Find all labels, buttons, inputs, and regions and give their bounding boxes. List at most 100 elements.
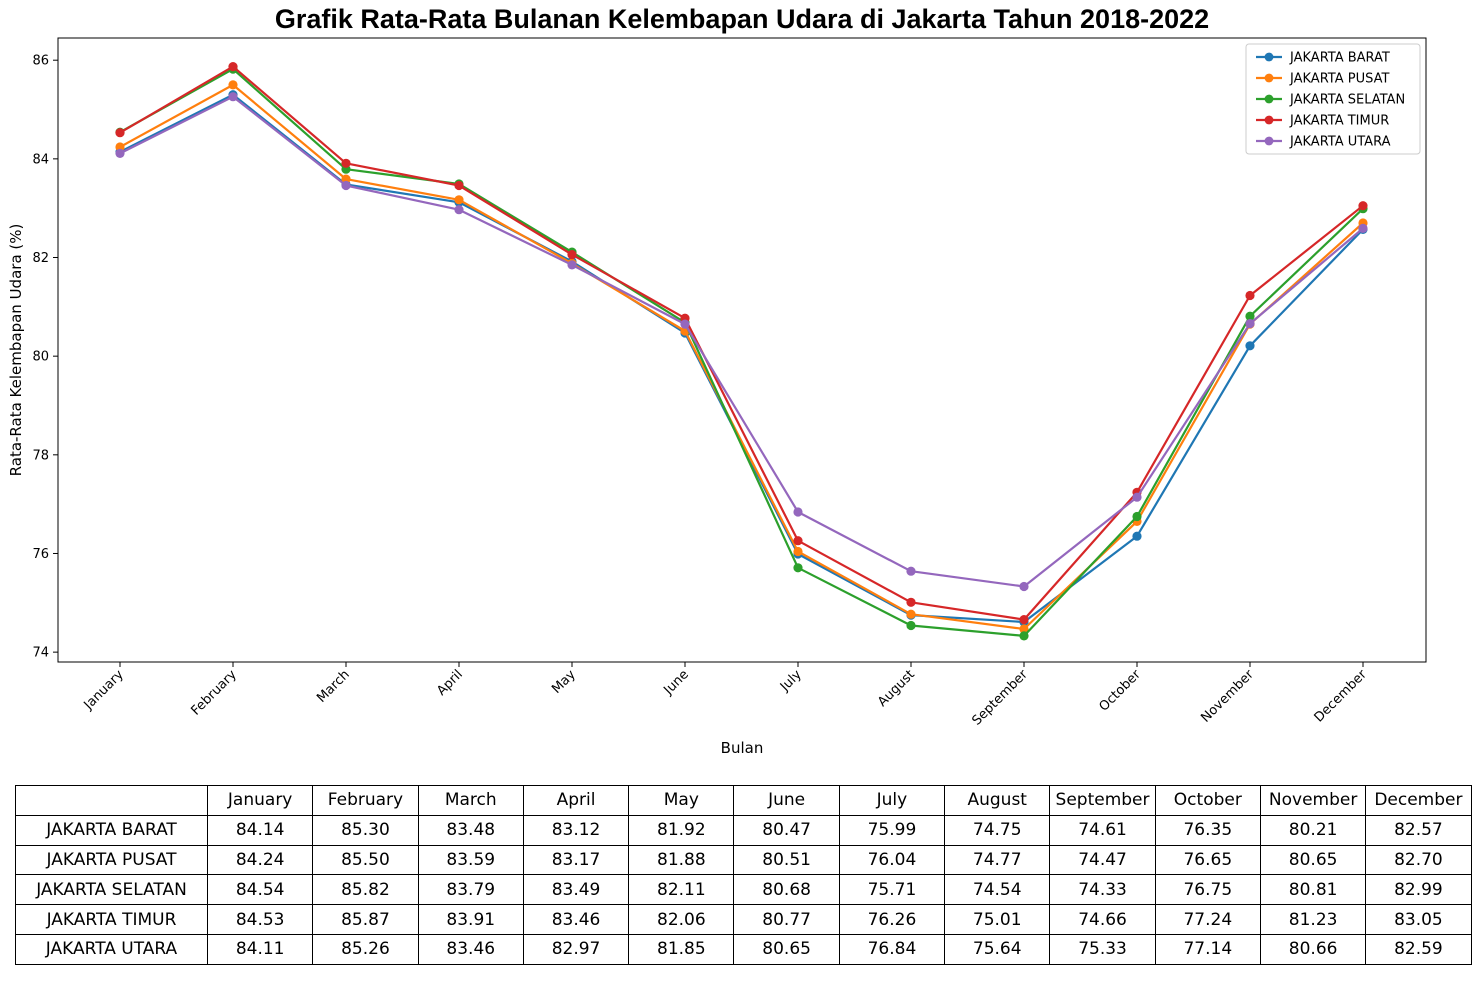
table-cell: 85.87 xyxy=(312,904,419,935)
table-cell: 76.65 xyxy=(1154,844,1261,876)
data-point xyxy=(341,158,351,168)
data-point xyxy=(228,92,238,102)
legend-marker xyxy=(1264,73,1274,83)
table-cell: 85.30 xyxy=(312,814,419,846)
data-point xyxy=(793,546,803,557)
x-tick-label: January xyxy=(81,667,127,713)
y-tick-label: 78 xyxy=(32,448,49,463)
table-row-label: JAKARTA BARAT xyxy=(15,814,208,846)
data-point xyxy=(1019,615,1029,625)
table-cell: 83.59 xyxy=(417,844,524,876)
table-cell: 83.79 xyxy=(417,874,524,906)
y-tick-label: 86 xyxy=(32,54,49,69)
data-point xyxy=(1358,201,1368,211)
data-point xyxy=(454,180,464,191)
table-header-cell: January xyxy=(206,785,314,816)
table-header-row: January February March April May June July Augu… xyxy=(15,785,1472,816)
table-cell: 82.99 xyxy=(1365,874,1472,906)
table-cell: 76.04 xyxy=(838,844,946,876)
table-cell: 74.47 xyxy=(1049,844,1156,876)
data-table: January February March April May June July Augu… xyxy=(15,785,1472,965)
x-tick-label: August xyxy=(875,667,918,710)
data-point xyxy=(1358,223,1368,233)
data-point xyxy=(115,142,125,152)
table-cell: 74.66 xyxy=(1049,904,1156,935)
data-point xyxy=(228,80,238,90)
legend-label: JAKARTA PUSAT xyxy=(1289,72,1389,87)
table-header-cell: December xyxy=(1365,785,1472,816)
table-cell: 80.77 xyxy=(733,904,840,935)
data-point xyxy=(454,195,464,205)
series-line xyxy=(119,93,1364,624)
data-point xyxy=(341,180,351,191)
data-point xyxy=(793,563,803,573)
table-cell: 83.46 xyxy=(522,904,630,935)
data-point xyxy=(228,62,238,72)
table-header-cell: September xyxy=(1049,785,1156,816)
table-row: JAKARTA SELATAN 84.54 85.82 83.79 83.49 82.11… xyxy=(15,874,1472,906)
series-4 xyxy=(115,92,1368,592)
legend-entry: JAKARTA BARAT xyxy=(1256,51,1390,66)
table-cell: 76.84 xyxy=(838,933,946,965)
table-cell: 76.75 xyxy=(1154,874,1261,906)
data-point xyxy=(906,597,916,607)
data-point xyxy=(906,620,916,631)
data-point xyxy=(1132,531,1142,541)
data-point xyxy=(567,250,577,260)
legend-label: JAKARTA TIMUR xyxy=(1289,114,1389,129)
data-point xyxy=(793,507,803,517)
table-cell: 74.75 xyxy=(944,814,1051,846)
x-tick-label: June xyxy=(660,667,691,698)
data-point xyxy=(1245,311,1255,321)
table-cell: 81.23 xyxy=(1259,904,1367,935)
x-tick-label: October xyxy=(1096,667,1144,715)
x-tick-label: December xyxy=(1312,667,1371,726)
series-1 xyxy=(115,80,1368,634)
x-tick-label: May xyxy=(549,667,579,697)
data-point xyxy=(793,536,803,546)
series-line xyxy=(119,95,1364,588)
data-point xyxy=(1245,290,1255,301)
y-axis: 74 76 78 80 82 84 86 xyxy=(32,54,58,661)
table-cell: 74.54 xyxy=(944,874,1051,906)
table-cell: 83.17 xyxy=(522,844,630,876)
legend-marker xyxy=(1264,115,1274,125)
data-point xyxy=(454,205,464,215)
legend-marker xyxy=(1264,94,1274,104)
table-cell: 75.01 xyxy=(944,904,1051,935)
table-cell: 80.68 xyxy=(733,874,840,906)
table-cell: 76.26 xyxy=(838,904,946,935)
data-point xyxy=(115,148,125,158)
line-chart: 74 76 78 80 82 84 86 January February March April… xyxy=(7,37,1427,757)
legend-entry: JAKARTA SELATAN xyxy=(1256,93,1405,108)
legend-entry: JAKARTA PUSAT xyxy=(1256,72,1389,87)
data-point xyxy=(1245,319,1255,329)
x-axis-label: Bulan xyxy=(721,739,764,757)
table-cell: 80.81 xyxy=(1259,874,1367,906)
table-cell: 75.64 xyxy=(944,933,1051,965)
table-cell: 76.35 xyxy=(1154,814,1261,846)
table-cell: 75.71 xyxy=(838,874,946,906)
table-row: JAKARTA TIMUR 84.53 85.87 83.91 83.46 82.06 80… xyxy=(15,904,1472,935)
table-cell: 83.49 xyxy=(522,874,630,906)
x-axis: January February March April May June July Augu… xyxy=(81,662,1371,729)
table-cell: 83.91 xyxy=(417,904,524,935)
table-cell: 83.12 xyxy=(522,814,630,846)
table-cell: 80.65 xyxy=(1259,844,1367,876)
legend-box xyxy=(1245,43,1421,155)
table-header-cell: June xyxy=(733,785,840,816)
data-point xyxy=(680,319,690,329)
legend-marker xyxy=(1264,136,1274,146)
table-cell: 83.05 xyxy=(1365,904,1472,935)
table-cell: 82.97 xyxy=(522,933,630,965)
series-3 xyxy=(115,62,1368,625)
data-point xyxy=(906,609,916,619)
table-header-cell: August xyxy=(944,785,1051,816)
table-cell: 81.92 xyxy=(628,814,735,846)
table-cell: 74.77 xyxy=(944,844,1051,876)
legend-entry: JAKARTA UTARA xyxy=(1256,135,1391,150)
table-cell: 80.51 xyxy=(733,844,840,876)
table-header-cell: July xyxy=(838,785,946,816)
table-cell: 85.26 xyxy=(312,933,419,965)
plot-frame xyxy=(57,37,1427,663)
